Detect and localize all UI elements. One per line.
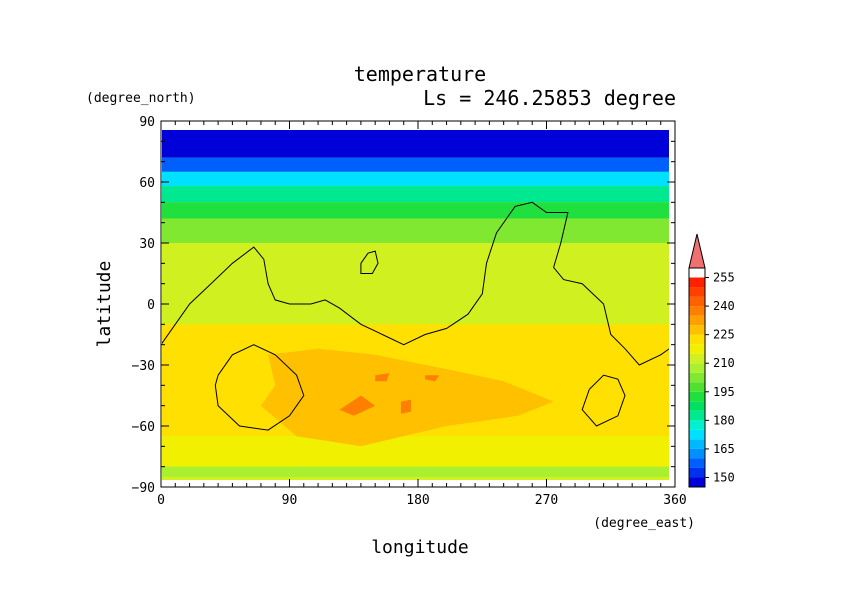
- x-tick-label-1: 90: [282, 493, 298, 508]
- field-band-8: [162, 436, 669, 467]
- contour-line-3: [360, 250, 379, 274]
- colorbar: 150 165 180 195 210 225 240 255: [688, 233, 735, 488]
- y-axis-label: latitude: [94, 261, 115, 348]
- colorbar-label-4: 210: [713, 356, 735, 370]
- warmer-spot-0: [339, 395, 376, 416]
- colorbar-label-1: 165: [713, 442, 735, 456]
- colorbar-label-5: 225: [713, 328, 735, 342]
- plot-contours: [162, 201, 669, 431]
- colorbar-segment-0: [689, 477, 705, 487]
- x-tick-label-4: 360: [663, 493, 686, 508]
- y-tick-label-6: 90: [139, 115, 155, 130]
- contour-line-1: [214, 344, 305, 431]
- colorbar-extend-arrow: [688, 233, 706, 269]
- field-band-1: [162, 157, 669, 172]
- field-band-6: [162, 243, 669, 325]
- x-tick-label-3: 270: [535, 493, 558, 508]
- colorbar-segment-14: [689, 344, 705, 354]
- y-tick-label-1: −60: [132, 420, 155, 435]
- y-tick-label-4: 30: [139, 237, 155, 252]
- colorbar-frame: [688, 267, 706, 488]
- colorbar-label-3: 195: [713, 385, 735, 399]
- contour-line-0: [162, 201, 669, 366]
- chart-title: temperature: [354, 62, 486, 86]
- colorbar-label-6: 240: [713, 299, 735, 313]
- warmer-spot-3: [425, 375, 440, 382]
- colorbar-segment-21: [689, 277, 705, 288]
- colorbar-segment-4: [689, 439, 705, 449]
- colorbar-segment-18: [689, 306, 705, 316]
- y-tick-label-0: −90: [132, 481, 155, 496]
- colorbar-segment-11: [689, 372, 705, 383]
- y-tick-label-3: 0: [147, 298, 155, 313]
- field-band-9: [162, 466, 669, 477]
- y-axis-units: (degree_north): [86, 91, 196, 106]
- colorbar-segment-7: [689, 410, 705, 421]
- warmer-spot-2: [375, 373, 390, 382]
- field-band-0: [162, 130, 669, 158]
- colorbar-segment-20: [689, 287, 705, 297]
- colorbar-segment-19: [689, 296, 705, 307]
- x-axis-label: longitude: [371, 537, 469, 558]
- colorbar-label-2: 180: [713, 413, 735, 427]
- axis-ticks: 0 90 180 270 360 −90 −60 −30 0 30 60 90: [132, 115, 687, 508]
- chart-subtitle: Ls = 246.25853 degree: [423, 86, 676, 110]
- colorbar-segment-9: [689, 391, 705, 402]
- x-axis-units: (degree_east): [593, 516, 695, 531]
- colorbar-segment-5: [689, 429, 705, 440]
- colorbar-segment-16: [689, 325, 705, 335]
- field-band-4: [162, 202, 669, 219]
- colorbar-segment-6: [689, 420, 705, 430]
- contour-line-2: [581, 374, 626, 427]
- colorbar-segment-15: [689, 334, 705, 345]
- field-band-2: [162, 171, 669, 187]
- warmer-spot-1: [400, 399, 411, 414]
- colorbar-segment-10: [689, 382, 705, 392]
- plot-field: [162, 130, 669, 480]
- x-tick-label-2: 180: [406, 493, 429, 508]
- colorbar-segment-3: [689, 448, 705, 459]
- colorbar-segment-8: [689, 401, 705, 411]
- field-band-3: [162, 186, 669, 203]
- y-tick-label-5: 60: [139, 176, 155, 191]
- field-band-5: [162, 218, 669, 243]
- colorbar-segment-2: [689, 458, 705, 468]
- colorbar-segment-13: [689, 353, 705, 364]
- y-tick-label-2: −30: [132, 359, 155, 374]
- colorbar-label-7: 255: [713, 271, 735, 285]
- x-tick-label-0: 0: [157, 493, 165, 508]
- warm-region: [260, 348, 554, 447]
- colorbar-segment-12: [689, 363, 705, 373]
- colorbar-label-0: 150: [713, 470, 735, 484]
- colorbar-segment-1: [689, 467, 705, 478]
- colorbar-segment-17: [689, 315, 705, 326]
